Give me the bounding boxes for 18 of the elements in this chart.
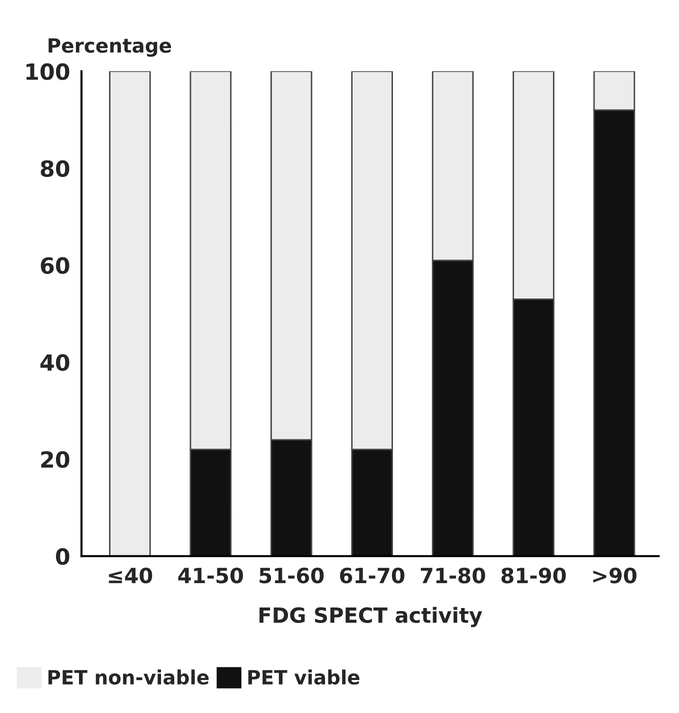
x-tick-label: 71-80 (420, 568, 486, 584)
bar (109, 71, 151, 556)
legend-label: PET viable (248, 670, 360, 685)
legend-label: PET non-viable (48, 670, 209, 685)
y-tick-label: 20 (41, 451, 70, 468)
x-tick-label: ≤40 (108, 568, 152, 584)
x-tick-label: 81-90 (501, 568, 566, 584)
y-tick-label: 80 (40, 160, 70, 178)
y-tick-label: 60 (40, 257, 70, 274)
x-tick-label: >90 (593, 568, 636, 584)
x-axis-title: FDG SPECT activity (260, 606, 482, 628)
y-tick-label: 100 (26, 63, 70, 80)
x-tick-label: 41-50 (178, 568, 243, 584)
x-tick-label: 61-70 (340, 568, 404, 584)
y-tick-label: 0 (56, 548, 70, 565)
y-axis-title: Percentage (48, 38, 172, 57)
x-tick-label: 51-60 (260, 568, 324, 584)
y-tick-label: 40 (40, 354, 70, 371)
